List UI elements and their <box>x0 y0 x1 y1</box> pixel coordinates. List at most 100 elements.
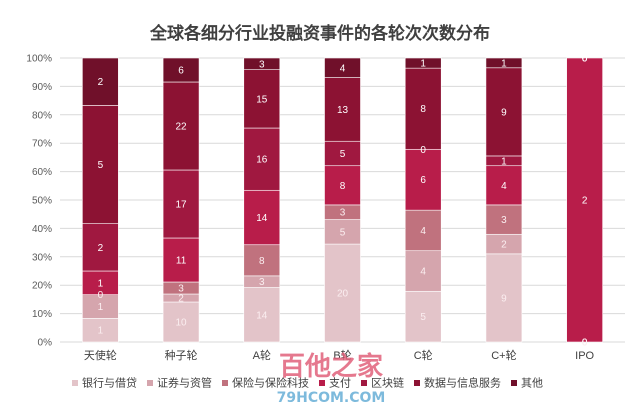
data-label: 2 <box>98 243 104 254</box>
bar-segment <box>243 287 281 343</box>
legend-swatch <box>361 380 367 386</box>
legend-swatch <box>72 380 78 386</box>
data-label: 17 <box>176 200 188 211</box>
y-tick-label: 20% <box>32 281 52 292</box>
bar-segment <box>404 290 442 343</box>
data-label: 22 <box>176 122 188 133</box>
data-label: 5 <box>340 227 346 238</box>
y-tick-label: 60% <box>32 167 52 178</box>
data-label: 13 <box>337 105 349 116</box>
data-label: 0 <box>582 54 588 65</box>
legend-swatch <box>222 380 228 386</box>
data-label: 2 <box>178 294 184 305</box>
y-tick-label: 40% <box>32 224 52 235</box>
y-tick-label: 0% <box>38 338 53 349</box>
bar-segment <box>324 77 361 142</box>
bar-segment <box>243 244 281 277</box>
data-label: 4 <box>420 267 426 278</box>
bar-segment <box>324 57 361 78</box>
data-label: 14 <box>256 310 268 321</box>
data-label: 20 <box>337 289 349 300</box>
data-label: 1 <box>98 302 104 313</box>
x-tick-label: C轮 <box>414 348 433 362</box>
legend-swatch <box>511 380 517 386</box>
data-label: 0 <box>420 145 426 156</box>
bar-segment <box>324 219 361 245</box>
y-tick-label: 50% <box>32 196 52 207</box>
legend-swatch <box>319 380 325 386</box>
x-tick-label: 天使轮 <box>84 348 117 362</box>
bar-segment <box>162 169 200 239</box>
watermark-url: 79HCOM.COM <box>277 390 386 406</box>
data-label: 14 <box>256 213 268 224</box>
data-label: 0 <box>582 338 588 349</box>
axes: 0% 10% 20% 30% 40% 50% 60% 70% 80% 90% 100% 天使轮 种子轮 A… <box>26 54 594 363</box>
data-label: 1 <box>98 278 104 289</box>
bar-segment <box>404 67 442 150</box>
y-tick-label: 70% <box>32 139 52 150</box>
bar-segment <box>485 253 523 343</box>
data-label: 2 <box>582 196 588 207</box>
x-tick-label: B轮 <box>333 348 351 362</box>
bar-segment <box>82 57 119 106</box>
y-tick-label: 10% <box>32 309 52 320</box>
data-label: 5 <box>420 312 426 323</box>
bar-segment <box>566 57 603 343</box>
data-label: 4 <box>420 226 426 237</box>
data-label: 2 <box>501 240 507 251</box>
chart-title: 全球各细分行业投融资事件的各轮次次数分布 <box>149 23 490 44</box>
legend-label: 区块链 <box>371 376 404 390</box>
bar-segment <box>162 301 200 343</box>
data-label: 2 <box>98 77 104 88</box>
legend-label: 其他 <box>521 377 543 390</box>
data-label: 0 <box>98 290 104 301</box>
legend-label: 银行与借贷 <box>82 376 137 390</box>
x-tick-label: 种子轮 <box>165 348 198 362</box>
data-label: 0 <box>582 338 588 349</box>
bar-segment <box>162 81 200 171</box>
data-label: 3 <box>340 208 346 219</box>
bar-segment <box>404 250 442 292</box>
bar-segment <box>485 165 523 206</box>
bar-segment <box>404 209 442 252</box>
data-label: 6 <box>178 66 184 77</box>
data-label: 1 <box>501 156 507 167</box>
data-label: 0 <box>582 338 588 349</box>
data-label: 1 <box>501 58 507 69</box>
data-label: 9 <box>501 107 507 118</box>
y-tick-label: 30% <box>32 252 52 263</box>
data-label: 1 <box>98 326 104 337</box>
bar-labels: 1101252102311172261438141615320538513454… <box>98 54 588 349</box>
data-label: 9 <box>501 293 507 304</box>
legend: 银行与借贷 证券与资管 保险与保险科技 支付 区块链 数据与信息服务 其他 <box>72 376 543 390</box>
data-label: 5 <box>98 160 104 171</box>
data-label: 15 <box>256 94 268 105</box>
bar-segment <box>243 189 281 246</box>
bar-segment <box>82 223 119 272</box>
data-label: 3 <box>259 277 265 288</box>
data-label: 8 <box>420 104 426 115</box>
x-tick-label: C+轮 <box>491 348 516 362</box>
bar-segment <box>243 69 281 129</box>
bar-segment <box>404 148 442 211</box>
bar-segment <box>162 57 200 83</box>
bar-segment <box>82 105 119 224</box>
data-label: 16 <box>256 155 268 166</box>
bar-segment <box>324 243 361 343</box>
watermark-title: 百他之家 <box>279 351 383 382</box>
data-label: 8 <box>259 256 265 267</box>
bar-segment <box>243 57 281 70</box>
legend-label: 证券与资管 <box>157 376 212 390</box>
data-label: 6 <box>420 175 426 186</box>
bar-segment <box>324 165 361 206</box>
bar-segment <box>324 140 361 167</box>
bars <box>82 57 603 343</box>
legend-swatch <box>147 380 153 386</box>
bar-segment <box>485 204 523 235</box>
x-tick-label: IPO <box>575 350 594 362</box>
data-label: 0 <box>582 54 588 65</box>
bar-segment <box>485 67 523 157</box>
data-label: 4 <box>340 63 346 74</box>
data-label: 3 <box>259 59 265 70</box>
bar-segment <box>485 57 523 69</box>
